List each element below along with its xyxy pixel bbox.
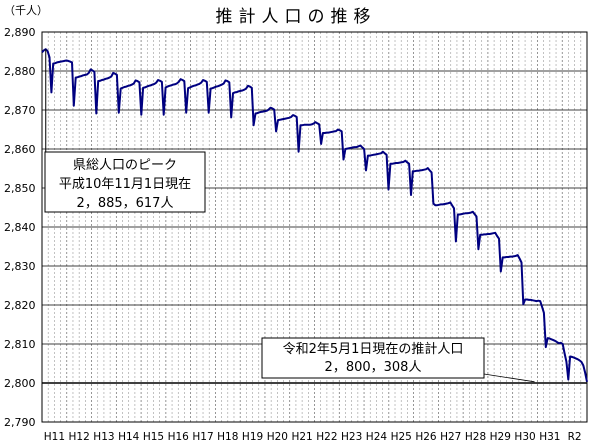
x-tick-label: H19 <box>242 431 263 443</box>
x-tick-label: H13 <box>93 431 114 443</box>
x-tick-label: H15 <box>143 431 164 443</box>
x-axis-tick-labels: H11 H12 H13 H14 H15 H16 H17 H18 H19 H20 H21 H22 H23 H… <box>44 431 582 443</box>
x-tick-label: H28 <box>465 431 486 443</box>
x-tick-label: H26 <box>415 431 437 443</box>
y-tick-label: 2,800 <box>4 377 36 390</box>
unit-label: （千人） <box>4 4 48 17</box>
x-tick-label: H24 <box>366 431 388 443</box>
annotation-leader-line <box>483 373 535 383</box>
x-tick-label: H29 <box>490 431 511 443</box>
y-tick-label: 2,840 <box>4 221 36 234</box>
x-tick-label: R2 <box>568 431 582 443</box>
x-tick-label: H25 <box>391 431 412 443</box>
y-axis-tick-labels: 2,790 2,800 2,810 2,820 2,830 2,840 2,850 2,860… <box>4 26 36 429</box>
x-tick-label: H31 <box>539 431 560 443</box>
y-tick-label: 2,830 <box>4 260 36 273</box>
population-series-line <box>41 48 588 383</box>
x-tick-label: H20 <box>267 431 288 443</box>
y-tick-label: 2,880 <box>4 65 36 78</box>
y-tick-label: 2,810 <box>4 338 36 351</box>
y-tick-label: 2,820 <box>4 299 36 312</box>
x-tick-label: H23 <box>341 431 362 443</box>
x-tick-label: H21 <box>291 431 312 443</box>
y-tick-label: 2,850 <box>4 182 36 195</box>
annotation-text: 県総人口のピーク <box>73 158 177 173</box>
annotation-text: 令和2年5月1日現在の推計人口 <box>283 341 464 357</box>
plot-frame <box>41 31 588 423</box>
y-tick-label: 2,890 <box>4 26 36 39</box>
x-tick-label: H14 <box>118 431 140 443</box>
x-tick-label: H12 <box>69 431 90 443</box>
x-tick-label: H11 <box>44 431 65 443</box>
annotation-box <box>261 337 485 379</box>
y-tick-label: 2,790 <box>4 416 36 429</box>
annotation-box <box>44 151 206 213</box>
x-tick-label: H18 <box>217 431 238 443</box>
x-tick-label: H27 <box>440 431 461 443</box>
x-tick-label: H22 <box>316 431 337 443</box>
x-tick-label: H30 <box>514 431 535 443</box>
chart-title: 推計人口の推移 <box>216 7 377 27</box>
x-tick-label: H16 <box>168 431 190 443</box>
annotation-text: 2，885，617人 <box>77 196 174 211</box>
annotation-text: 2，800，308人 <box>325 360 422 375</box>
annotation-text: 平成10年11月1日現在 <box>59 177 191 192</box>
x-tick-label: H17 <box>192 431 213 443</box>
y-tick-label: 2,870 <box>4 104 36 117</box>
y-tick-label: 2,860 <box>4 143 36 156</box>
